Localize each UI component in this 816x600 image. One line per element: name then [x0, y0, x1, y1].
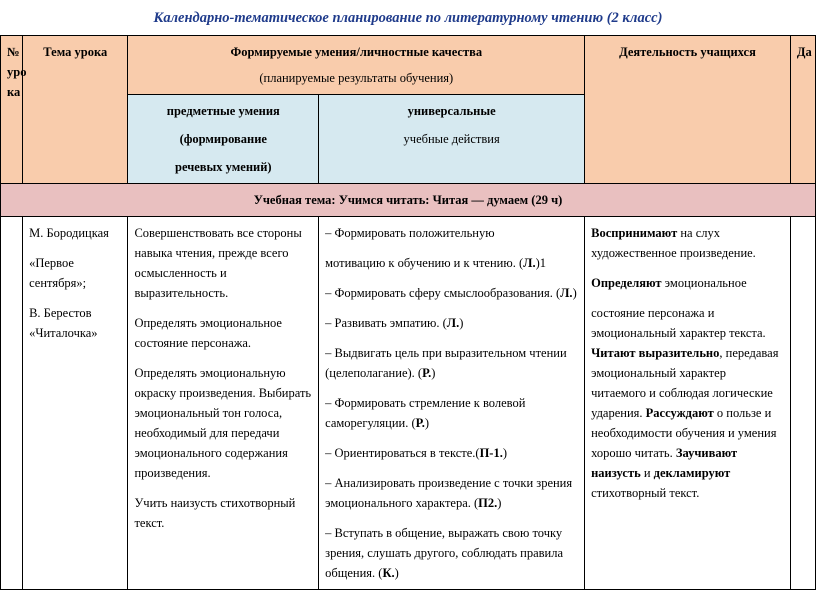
- cell-tema: М. Бородицкая «Первое сентября»; В. Бере…: [23, 217, 128, 590]
- u4a: – Выдвигать цель при выразительном чтени…: [325, 346, 567, 380]
- pred-3: Определять эмоциональную окраску произве…: [134, 363, 312, 483]
- u8K: К.: [382, 566, 394, 580]
- planning-table: № уро ка Тема урока Формируемые умения/л…: [0, 35, 816, 590]
- header-univ: универсальные учебные действия: [319, 95, 585, 184]
- u3L: Л.: [447, 316, 459, 330]
- u8b: ): [395, 566, 399, 580]
- u2b: ): [573, 286, 577, 300]
- a2a: Определяют: [591, 276, 661, 290]
- section-heading: Учебная тема: Учимся читать: Читая — дум…: [1, 184, 816, 217]
- header-univ-1: универсальные: [325, 101, 578, 121]
- u1a: – Формировать положительную: [325, 226, 494, 240]
- header-pred: предметные умения (формирование речевых …: [128, 95, 319, 184]
- a3g: и: [641, 466, 654, 480]
- tema-2: «Первое сентября»;: [29, 253, 121, 293]
- u2a: – Формировать сферу смыслообразования. (: [325, 286, 560, 300]
- a1a: Воспринимают: [591, 226, 677, 240]
- cell-act: Воспринимают на слух художественное прои…: [585, 217, 791, 590]
- u6a: – Ориентироваться в тексте.(: [325, 446, 479, 460]
- u4R: Р.: [422, 366, 431, 380]
- u2L: Л.: [560, 286, 572, 300]
- cell-num: [1, 217, 23, 590]
- header-pred-3: речевых умений): [134, 157, 312, 177]
- u1b: мотивацию к обучению и к чтению. (: [325, 256, 523, 270]
- tema-3: В. Берестов «Читалочка»: [29, 303, 121, 343]
- header-date: Да: [790, 36, 815, 184]
- u3b: ): [459, 316, 463, 330]
- header-form-sub: (планируемые результаты обучения): [134, 68, 578, 88]
- header-tema: Тема урока: [23, 36, 128, 184]
- u1L: Л.: [523, 256, 535, 270]
- cell-univ: – Формировать положительную мотивацию к …: [319, 217, 585, 590]
- u6b: ): [503, 446, 507, 460]
- header-pred-2: (формирование: [134, 129, 312, 149]
- u7P: П2.: [478, 496, 497, 510]
- a3i: стихотворный текст.: [591, 486, 699, 500]
- u5b: ): [425, 416, 429, 430]
- u6P: П-1.: [480, 446, 503, 460]
- pred-4: Учить наизусть стихотворный текст.: [134, 493, 312, 533]
- cell-date: [790, 217, 815, 590]
- u7a: – Анализировать произведение с точки зре…: [325, 476, 572, 510]
- u7b: ): [497, 496, 501, 510]
- u3a: – Развивать эмпатию. (: [325, 316, 447, 330]
- header-form-main: Формируемые умения/личностные качества: [134, 42, 578, 62]
- cell-pred: Совершенствовать все стороны навыка чтен…: [128, 217, 319, 590]
- u1c: )1: [536, 256, 546, 270]
- a3h: декламируют: [654, 466, 731, 480]
- header-univ-2: учебные действия: [325, 129, 578, 149]
- a2b: эмоциональное: [662, 276, 747, 290]
- header-num: № уро ка: [1, 36, 23, 184]
- header-act: Деятельность учащихся: [585, 36, 791, 184]
- pred-1: Совершенствовать все стороны навыка чтен…: [134, 223, 312, 303]
- header-form: Формируемые умения/личностные качества (…: [128, 36, 585, 95]
- a3d: Рассуждают: [646, 406, 714, 420]
- header-pred-1: предметные умения: [134, 101, 312, 121]
- a3a: состояние персонажа и эмоциональный хара…: [591, 306, 766, 340]
- tema-1: М. Бородицкая: [29, 223, 121, 243]
- u4b: ): [431, 366, 435, 380]
- u8a: – Вступать в общение, выражать свою точк…: [325, 526, 563, 580]
- a3b: Читают выразительно: [591, 346, 719, 360]
- page-title: Календарно-тематическое планирование по …: [0, 10, 816, 27]
- u5R: Р.: [416, 416, 425, 430]
- pred-2: Определять эмоциональное состояние персо…: [134, 313, 312, 353]
